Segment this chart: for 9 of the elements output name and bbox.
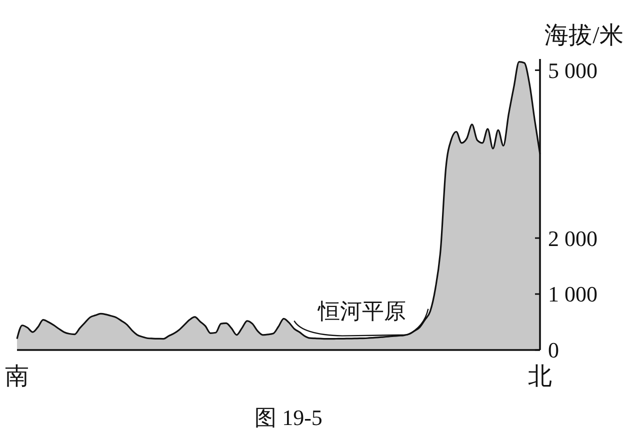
y-axis-title: 海拔/米 [544,23,624,49]
caption: 图 19-5 [254,405,322,430]
y-tick-label: 2 000 [548,226,598,251]
y-tick-label: 5 000 [548,58,598,83]
x-tick-label: 南 [5,364,29,390]
x-tick-label: 北 [528,364,552,390]
annotation: 恒河平原 [317,298,406,324]
y-tick-label: 0 [548,338,559,363]
y-tick-label: 1 000 [548,282,598,307]
